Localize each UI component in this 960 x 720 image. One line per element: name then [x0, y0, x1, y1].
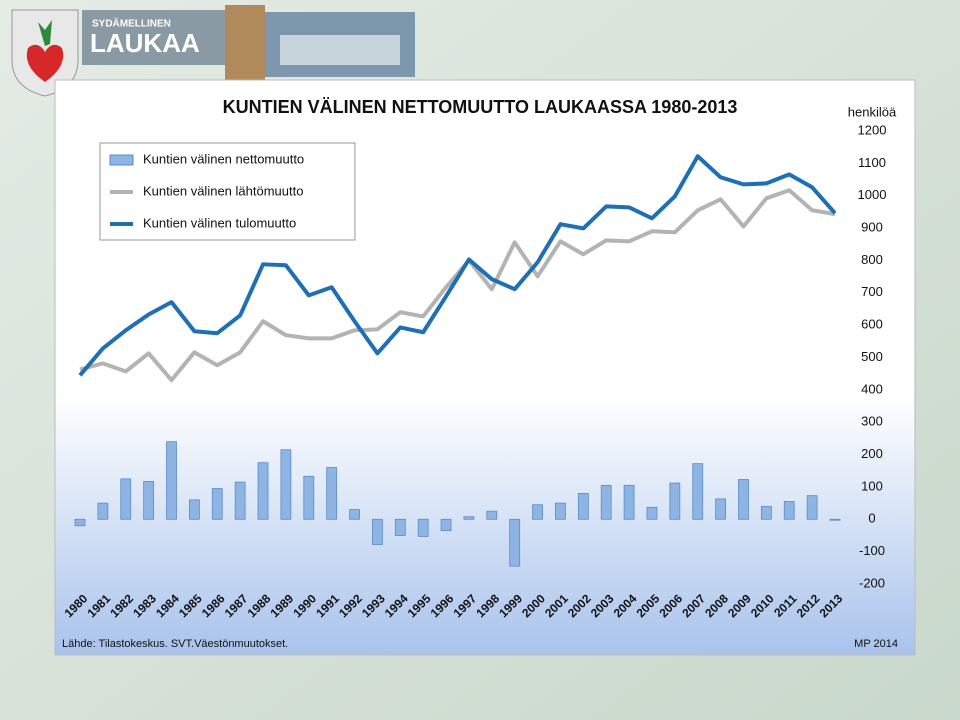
logo: SYDÄMELLINEN LAUKAA: [11, 5, 415, 97]
source: Lähde: Tilastokeskus. SVT.Väestönmuutoks…: [62, 638, 288, 650]
bar: [120, 478, 132, 520]
bar: [74, 518, 86, 527]
y-tick-label: 900: [861, 220, 883, 235]
bar: [600, 484, 612, 520]
bar: [577, 492, 589, 520]
bar: [97, 502, 109, 520]
y-tick-label: 500: [861, 349, 883, 364]
bar: [372, 518, 383, 545]
y-tick-label: 0: [868, 511, 875, 526]
bar: [166, 441, 177, 520]
bar: [738, 479, 749, 520]
legend: [99, 142, 356, 241]
bar: [326, 467, 338, 520]
y-tick-label: 100: [861, 478, 883, 493]
bar: [486, 510, 498, 520]
bar: [349, 509, 360, 520]
y-tick-label: 400: [861, 381, 883, 396]
bar: [692, 463, 704, 520]
bar: [806, 495, 818, 520]
bar: [509, 518, 521, 567]
y-tick-label: 800: [861, 252, 883, 267]
legend-label: Kuntien välinen tulomuutto: [143, 215, 296, 230]
logo-tagline: SYDÄMELLINEN: [92, 17, 171, 30]
legend-label: Kuntien välinen lähtömuutto: [143, 183, 303, 198]
bar: [440, 518, 452, 532]
logo-name: LAUKAA: [90, 28, 200, 58]
logo-banner: [82, 10, 232, 65]
bar: [303, 475, 315, 520]
y-tick-label: 600: [861, 317, 883, 332]
y-tick-label: 1200: [858, 122, 887, 137]
bar: [760, 505, 772, 520]
y-tick-label: -100: [859, 543, 885, 558]
bar: [463, 516, 475, 520]
bar: [188, 499, 200, 520]
legend-label: Kuntien välinen nettomuutto: [143, 151, 304, 166]
bar: [829, 518, 841, 521]
bar: [646, 506, 658, 520]
bar: [143, 481, 155, 520]
bar: [417, 518, 429, 537]
bar: [257, 462, 269, 520]
y-tick-label: 1000: [858, 187, 887, 202]
y-axis-label: henkilöä: [848, 104, 897, 119]
y-tick-label: 700: [861, 284, 883, 299]
bar: [280, 449, 292, 520]
y-tick-label: 300: [861, 414, 883, 429]
line: [79, 188, 836, 383]
bar: [394, 518, 406, 536]
y-tick-label: 200: [861, 446, 883, 461]
credit: MP 2014: [854, 638, 898, 650]
statue: [225, 5, 265, 80]
bar: [669, 482, 681, 520]
bar: [211, 488, 223, 520]
bar: [783, 501, 795, 520]
line: [78, 154, 837, 377]
bar: [623, 484, 635, 520]
y-tick-label: -200: [859, 575, 885, 590]
bar: [715, 498, 727, 520]
bar: [234, 481, 246, 520]
chart-title: KUNTIEN VÄLINEN NETTOMUUTTO LAUKAASSA 19…: [223, 97, 738, 117]
y-tick-label: 1100: [858, 155, 886, 170]
bar: [532, 504, 543, 520]
legend-swatch: [109, 154, 134, 166]
bar: [555, 502, 566, 520]
